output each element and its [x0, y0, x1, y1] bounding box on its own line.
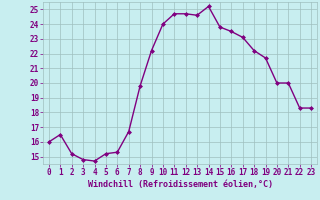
X-axis label: Windchill (Refroidissement éolien,°C): Windchill (Refroidissement éolien,°C): [87, 180, 273, 189]
